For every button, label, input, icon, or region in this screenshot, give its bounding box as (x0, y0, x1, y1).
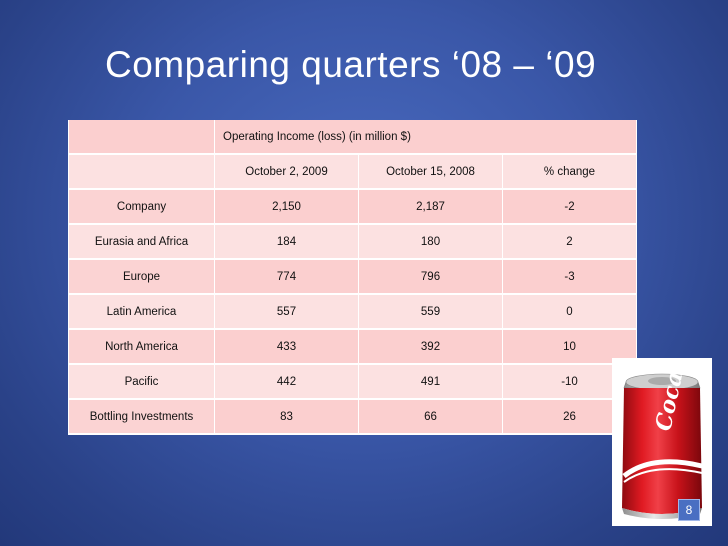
table-row: Pacific 442 491 -10 (68, 364, 637, 400)
table-row: Europe 774 796 -3 (68, 259, 637, 295)
operating-income-table: Operating Income (loss) (in million $) O… (68, 120, 637, 435)
table-header-cell: October 15, 2008 (358, 154, 503, 190)
table-cell: -3 (502, 259, 637, 295)
row-label: Bottling Investments (68, 399, 215, 435)
table-caption: Operating Income (loss) (in million $) (214, 120, 637, 155)
row-label: Europe (68, 259, 215, 295)
table-cell: 433 (214, 329, 359, 365)
table-header-cell (68, 154, 215, 190)
table-cell: 0 (502, 294, 637, 330)
slide-title: Comparing quarters ‘08 – ‘09 (105, 44, 597, 85)
table-header-cell: October 2, 2009 (214, 154, 359, 190)
table-cell: -2 (502, 189, 637, 225)
page-number-badge: 8 (678, 499, 700, 521)
table-cell: 774 (214, 259, 359, 295)
table-cell: 180 (358, 224, 503, 260)
row-label: Eurasia and Africa (68, 224, 215, 260)
coca-cola-can-icon: Coca-Cola (612, 358, 712, 526)
table-cell: 2 (502, 224, 637, 260)
table-row: Eurasia and Africa 184 180 2 (68, 224, 637, 260)
table-cell: 392 (358, 329, 503, 365)
row-label: Latin America (68, 294, 215, 330)
table-cell: 10 (502, 329, 637, 365)
table-cell: 83 (214, 399, 359, 435)
table-cell: 491 (358, 364, 503, 400)
table-cell: 796 (358, 259, 503, 295)
table-cell: 2,187 (358, 189, 503, 225)
table-header-cell: % change (502, 154, 637, 190)
table-cell: 559 (358, 294, 503, 330)
row-label: Pacific (68, 364, 215, 400)
table-row: Bottling Investments 83 66 26 (68, 399, 637, 435)
table-row: Latin America 557 559 0 (68, 294, 637, 330)
table-row: North America 433 392 10 (68, 329, 637, 365)
table-caption-row: Operating Income (loss) (in million $) (68, 120, 637, 155)
table-cell: 66 (358, 399, 503, 435)
row-label: Company (68, 189, 215, 225)
table-cell (68, 120, 215, 155)
table-header-row: October 2, 2009 October 15, 2008 % chang… (68, 154, 637, 190)
table-cell: 557 (214, 294, 359, 330)
table-cell: 184 (214, 224, 359, 260)
table-row: Company 2,150 2,187 -2 (68, 189, 637, 225)
row-label: North America (68, 329, 215, 365)
table-cell: 442 (214, 364, 359, 400)
table-cell: 2,150 (214, 189, 359, 225)
